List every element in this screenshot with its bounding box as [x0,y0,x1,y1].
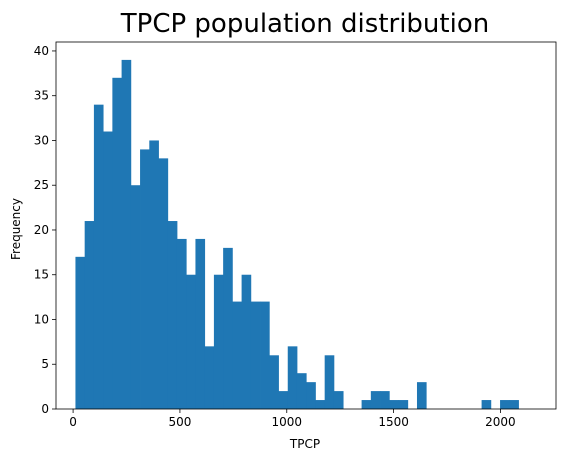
histogram-bar [481,400,492,409]
bars-group [75,59,519,410]
histogram-bar [112,77,122,410]
histogram-bar [149,140,159,409]
histogram-bar [167,221,178,409]
histogram-bar [361,400,372,409]
x-tick-label: 0 [69,415,77,429]
x-axis-label: TPCP [289,437,320,451]
y-tick-label: 15 [34,268,49,282]
histogram-bar [509,400,519,409]
histogram-bar [370,391,381,409]
y-tick-label: 5 [41,357,49,371]
histogram-bar [213,274,224,409]
histogram-bar [121,59,132,410]
histogram-bar [204,346,215,409]
histogram-bar [84,221,95,409]
histogram-bar [195,238,206,409]
y-tick-label: 10 [34,312,49,326]
histogram-bar [416,382,427,409]
x-tick-label: 500 [168,415,191,429]
histogram-bar [315,400,326,409]
histogram-bar [287,346,298,409]
x-tick-label: 1000 [271,415,302,429]
axes-group: 0 500 1000 1500 2000 0 5 10 15 20 25 30 35 40 [34,41,557,429]
histogram-bar [380,391,390,409]
histogram-bar [186,274,196,409]
y-tick-label: 35 [34,89,49,103]
plot-frame [55,41,557,410]
y-tick-label: 25 [34,178,49,192]
histogram-bar [306,382,316,409]
y-tick-label: 30 [34,133,49,147]
histogram-bar [93,104,104,409]
histogram-bar [324,355,335,409]
histogram-bar [223,247,233,409]
histogram-bar [176,238,187,409]
chart-title: TPCP population distribution [120,9,489,39]
histogram-bar [333,391,344,409]
histogram-bar [250,301,261,409]
y-axis-label: Frequency [9,198,23,260]
histogram-bar [140,149,150,410]
histogram-bar [269,355,279,409]
histogram-bar [232,301,242,409]
histogram-bar [398,400,409,409]
histogram-bar [130,185,141,409]
y-tick-label: 40 [34,44,49,58]
histogram-bar [75,256,86,409]
y-tick-label: 20 [34,223,49,237]
x-tick-label: 1500 [378,415,409,429]
histogram-bar [260,301,270,409]
histogram-bar [296,373,307,409]
histogram-bar [158,158,169,409]
histogram-bar [500,400,510,409]
histogram-bar [103,131,113,409]
x-tick-label: 2000 [485,415,516,429]
histogram-bar [241,274,252,409]
y-tick-label: 0 [41,402,49,416]
histogram-bar [389,400,399,409]
histogram-bar [278,391,289,409]
